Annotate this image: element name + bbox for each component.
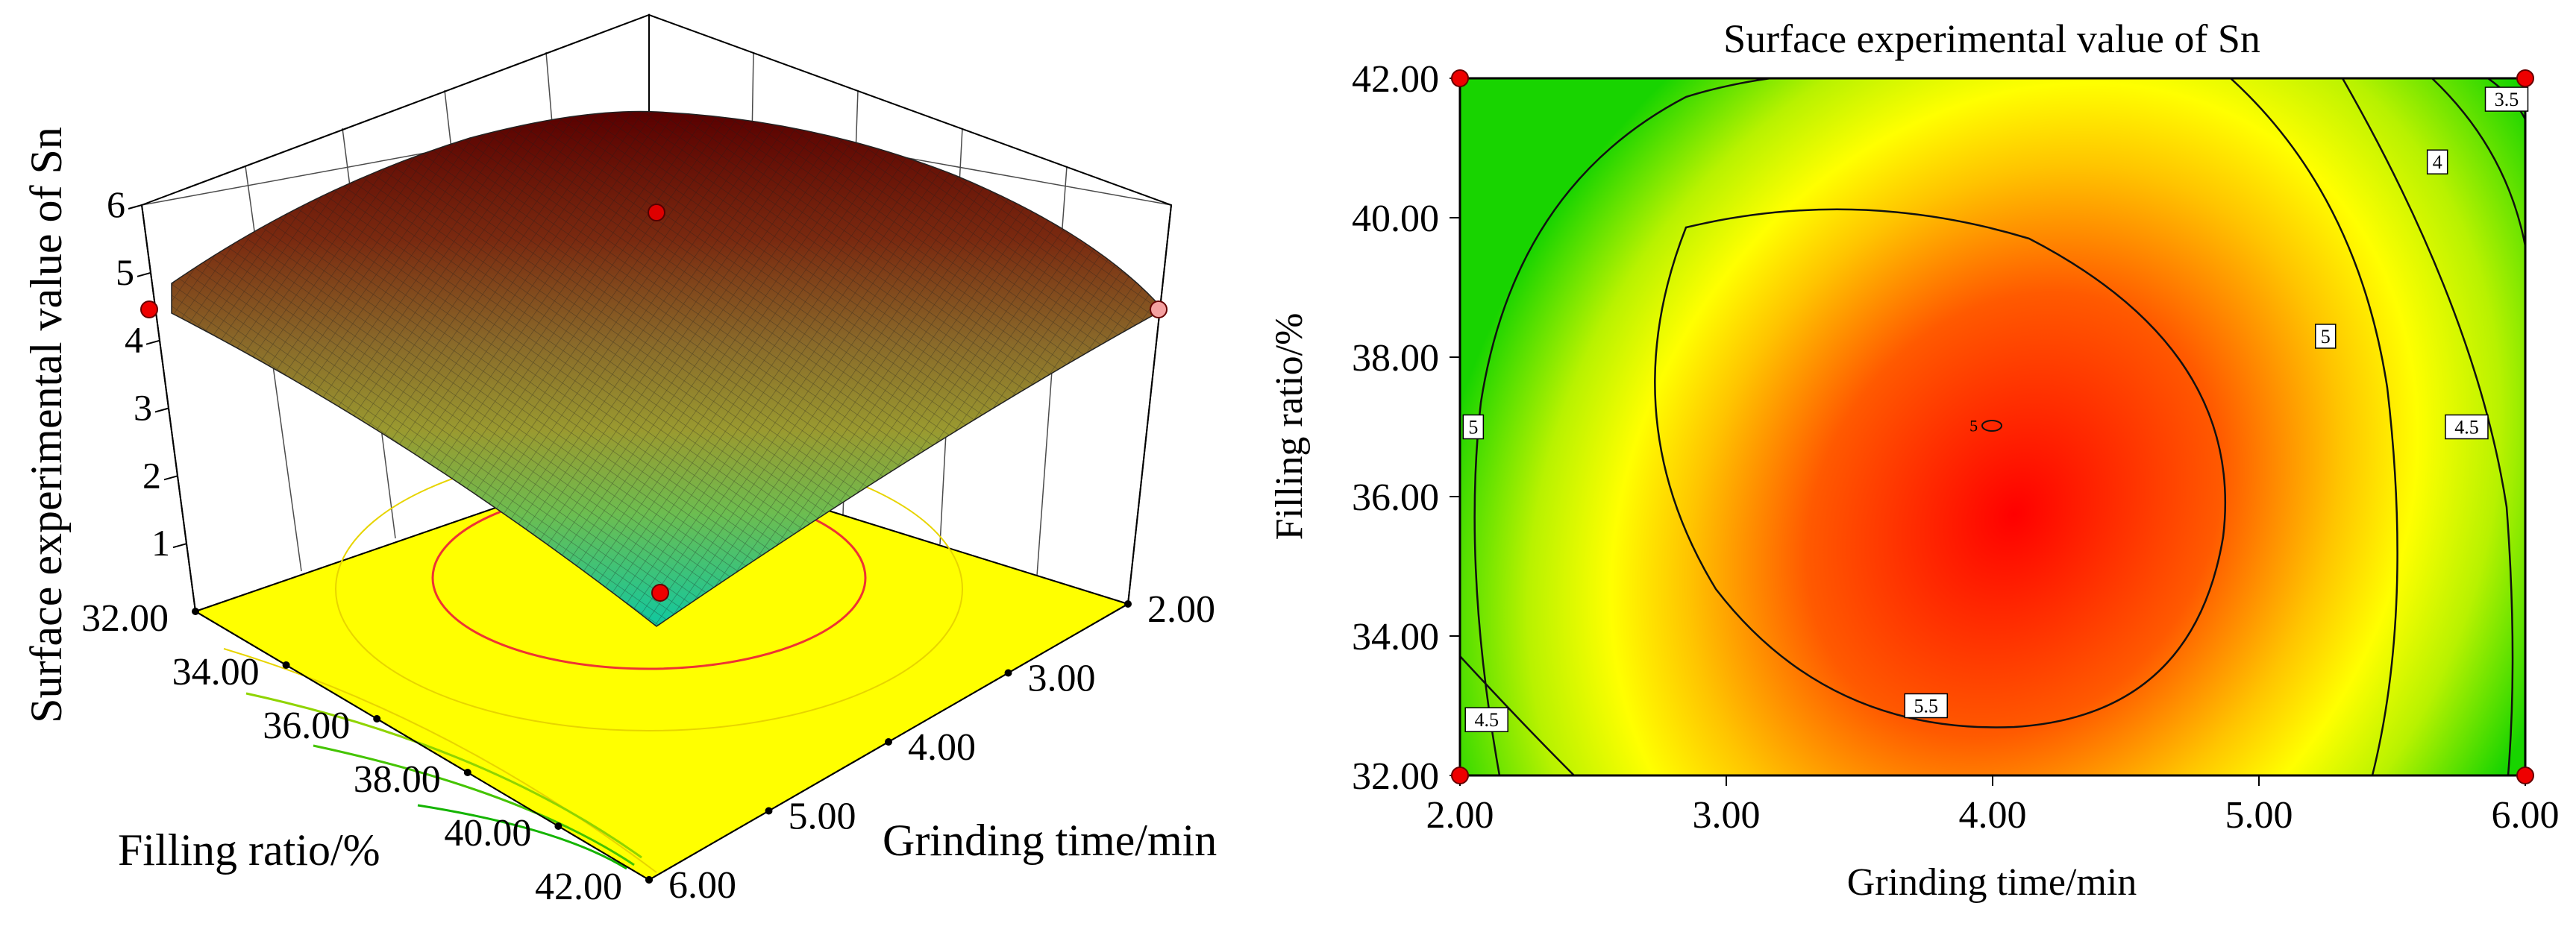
grinding-time-tick-label: 4.00 <box>908 726 976 769</box>
design-points-2d <box>1451 69 2534 784</box>
contour-label: 4.5 <box>1464 707 1508 732</box>
design-point <box>140 300 158 318</box>
contour-chart: Surface experimental value of Sn <box>1268 16 2560 904</box>
contour-label-text: 5 <box>2321 326 2331 347</box>
contour-label-text: 4.5 <box>1474 709 1499 731</box>
z-tick-mark <box>145 339 160 345</box>
grinding-time-tick-label: 6.00 <box>668 864 736 907</box>
contour-label-text: 5 <box>1468 417 1478 438</box>
contour-label: 3.5 <box>2484 86 2529 112</box>
contour-label-box <box>1462 414 1485 440</box>
x-tick-label: 3.00 <box>1693 794 1761 837</box>
y-tick-label: 32.00 <box>1352 755 1439 798</box>
grinding-time-tick-label: 2.00 <box>1147 588 1215 631</box>
contour-label-text: 4.5 <box>2454 417 2479 438</box>
y-tick-label: 38.00 <box>1352 337 1439 380</box>
z-tick-label: 1 <box>151 522 170 564</box>
contour-x-axis-label: Grinding time/min <box>1847 861 2137 904</box>
floor-contours <box>223 447 963 873</box>
grinding-time-tick-mark <box>885 738 892 746</box>
design-points-3d <box>140 204 1168 602</box>
filling-ratio-axis-label: Filling ratio/% <box>118 825 380 875</box>
filling-ratio-tick-mark <box>192 608 199 615</box>
grinding-time-axis-ticks: 2.00 3.00 4.00 5.00 6.00 <box>645 588 1215 907</box>
filling-ratio-tick-mark <box>373 715 381 723</box>
grinding-time-tick-mark <box>765 807 773 815</box>
contour-label-text: 5.5 <box>1914 696 1939 717</box>
design-point <box>1451 767 1469 784</box>
contour-label-box <box>2484 86 2529 112</box>
x-tick-label: 2.00 <box>1426 794 1494 837</box>
y-tick-label: 36.00 <box>1352 476 1439 519</box>
contour-heatmap <box>1460 78 2525 775</box>
filling-ratio-tick-label: 42.00 <box>535 866 622 908</box>
z-axis-ticks: 1 2 3 4 5 6 <box>107 183 187 564</box>
z-tick-label: 3 <box>134 387 152 429</box>
filling-ratio-tick-label: 40.00 <box>444 812 531 854</box>
design-point <box>1150 300 1168 318</box>
grinding-time-tick-mark <box>645 876 653 884</box>
filling-ratio-tick-mark <box>282 661 290 669</box>
contour-label: 5 <box>1462 414 1485 440</box>
filling-ratio-tick-mark <box>463 769 471 776</box>
contour-label: 5.5 <box>1904 693 1948 719</box>
z-tick-mark <box>172 543 187 549</box>
contour-title: Surface experimental value of Sn <box>1723 16 2260 61</box>
x-tick-label: 6.00 <box>2492 794 2560 837</box>
y-tick-label: 40.00 <box>1352 198 1439 240</box>
contour-label-box <box>1904 693 1948 719</box>
contour-label-box <box>2315 324 2337 349</box>
design-point <box>651 584 669 602</box>
contour-label-text: 5 <box>1969 417 1978 435</box>
contour-label: 5 <box>1969 417 1978 435</box>
z-tick-label: 2 <box>142 454 161 496</box>
response-surface <box>171 110 1165 627</box>
x-tick-label: 5.00 <box>2225 794 2293 837</box>
z-tick-label: 6 <box>107 183 125 225</box>
grinding-time-tick-mark <box>1124 600 1132 608</box>
contour-label: 5 <box>2315 324 2337 349</box>
filling-ratio-tick-label: 38.00 <box>354 758 441 801</box>
y-tick-label: 42.00 <box>1352 58 1439 101</box>
contour-label-box <box>1464 707 1508 732</box>
x-tick-label: 4.00 <box>1959 794 2027 837</box>
z-axis-label: Surface experimental value of Sn <box>22 127 71 723</box>
z-tick-label: 5 <box>116 251 134 293</box>
z-tick-mark <box>154 407 169 413</box>
contour-label-text: 4 <box>2433 151 2442 173</box>
contour-label: 4.5 <box>2445 414 2489 440</box>
filling-ratio-y-ticks: 32.00 34.00 36.00 38.00 40.00 42.00 <box>1352 58 1460 798</box>
grinding-time-x-ticks: 2.00 3.00 4.00 5.00 6.00 <box>1426 775 2560 837</box>
z-tick-mark <box>128 204 142 210</box>
z-tick-mark <box>163 475 178 481</box>
contour-label: 4 <box>2426 149 2448 174</box>
contour-labels: 3.5 4 4.5 5 5 5.5 4.5 5 <box>1462 86 2529 732</box>
grinding-time-axis-label: Grinding time/min <box>883 816 1217 865</box>
design-point <box>1451 69 1469 87</box>
contour-label-box <box>2426 149 2448 174</box>
grinding-time-tick-mark <box>1004 669 1012 677</box>
filling-ratio-tick-mark <box>554 822 562 830</box>
design-point <box>2516 767 2534 784</box>
contour-y-axis-label: Filling ratio/% <box>1268 313 1311 541</box>
contour-label-box <box>2445 414 2489 440</box>
center-contour-marker <box>1981 420 2002 432</box>
filling-ratio-tick-label: 32.00 <box>81 597 169 640</box>
z-tick-label: 4 <box>125 319 143 361</box>
z-tick-mark <box>137 271 151 277</box>
design-point <box>2516 69 2534 87</box>
filling-ratio-tick-label: 36.00 <box>263 705 350 747</box>
y-tick-label: 34.00 <box>1352 616 1439 658</box>
grinding-time-tick-label: 5.00 <box>789 796 856 838</box>
design-point <box>648 204 665 221</box>
filling-ratio-tick-label: 34.00 <box>172 651 260 693</box>
contour-label-text: 3.5 <box>2495 89 2519 110</box>
grinding-time-tick-label: 3.00 <box>1028 658 1096 700</box>
